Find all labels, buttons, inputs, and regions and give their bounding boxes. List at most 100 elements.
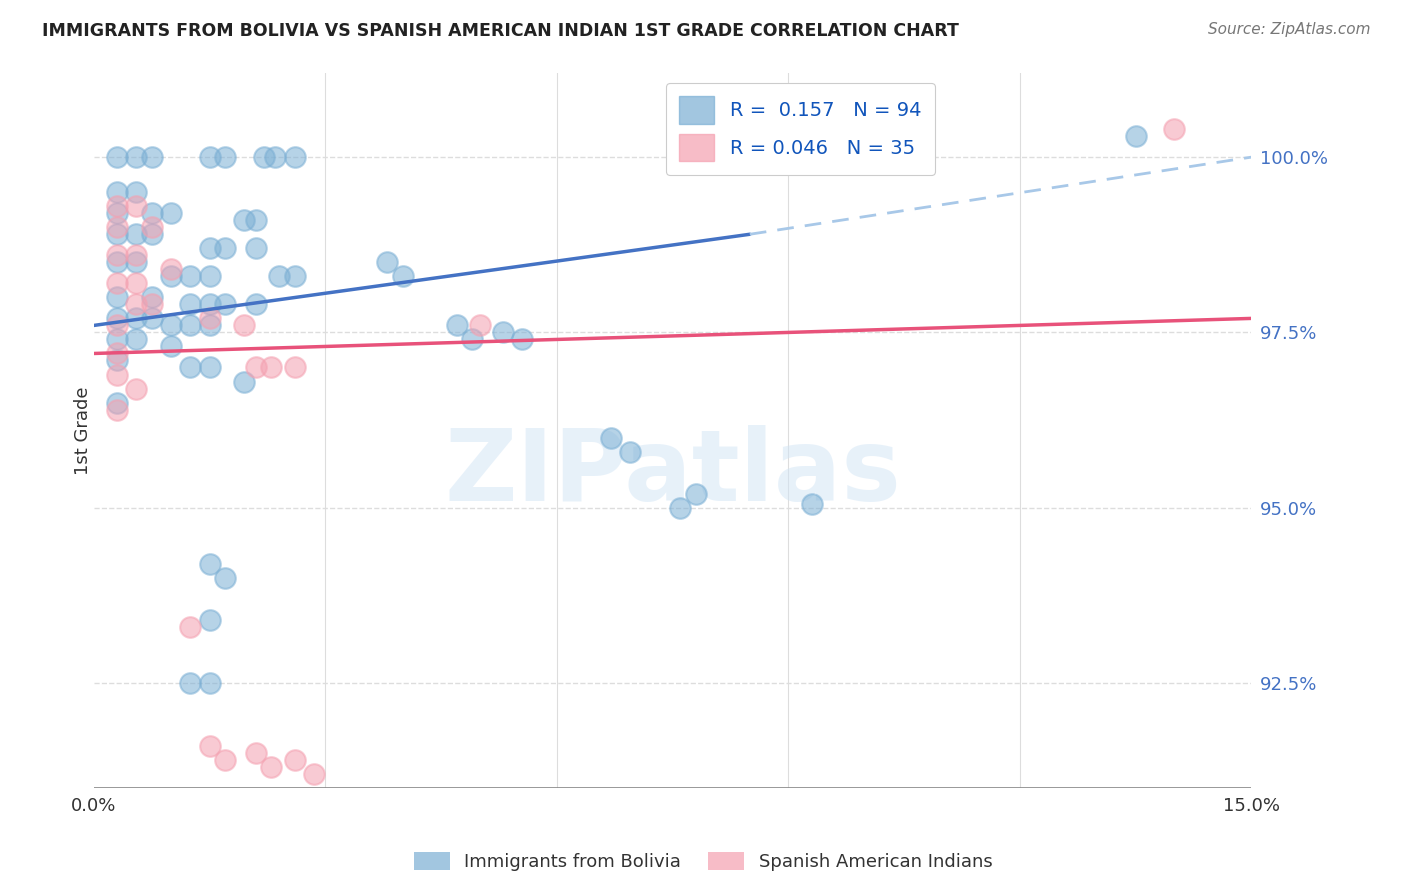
Legend: Immigrants from Bolivia, Spanish American Indians: Immigrants from Bolivia, Spanish America… xyxy=(406,845,1000,879)
Point xyxy=(141,311,163,326)
Point xyxy=(160,269,183,284)
Point xyxy=(233,375,256,389)
Text: IMMIGRANTS FROM BOLIVIA VS SPANISH AMERICAN INDIAN 1ST GRADE CORRELATION CHART: IMMIGRANTS FROM BOLIVIA VS SPANISH AMERI… xyxy=(42,22,959,40)
Point xyxy=(105,318,128,333)
Point xyxy=(105,290,128,304)
Point xyxy=(669,500,692,515)
Text: ZIPatlas: ZIPatlas xyxy=(444,425,901,522)
Text: Source: ZipAtlas.com: Source: ZipAtlas.com xyxy=(1208,22,1371,37)
Point xyxy=(245,213,267,227)
Point xyxy=(214,753,236,767)
Point xyxy=(198,739,221,753)
Point xyxy=(245,241,267,255)
Point xyxy=(105,395,128,409)
Point xyxy=(375,255,398,269)
Point xyxy=(105,333,128,347)
Point xyxy=(283,269,305,284)
Point xyxy=(125,150,148,164)
Point xyxy=(125,277,148,291)
Point xyxy=(214,241,236,255)
Point xyxy=(245,360,267,375)
Point xyxy=(105,277,128,291)
Point xyxy=(269,269,291,284)
Point xyxy=(141,206,163,220)
Point xyxy=(141,220,163,235)
Point xyxy=(198,557,221,571)
Point xyxy=(105,220,128,235)
Point xyxy=(179,676,201,690)
Point xyxy=(264,150,287,164)
Point xyxy=(391,269,413,284)
Point xyxy=(198,360,221,375)
Point xyxy=(105,255,128,269)
Point xyxy=(105,311,128,326)
Point xyxy=(198,150,221,164)
Point xyxy=(198,613,221,627)
Point xyxy=(141,290,163,304)
Point xyxy=(105,402,128,417)
Point xyxy=(105,368,128,382)
Point xyxy=(160,206,183,220)
Point xyxy=(141,297,163,311)
Point xyxy=(468,318,491,333)
Point xyxy=(198,311,221,326)
Point xyxy=(800,497,823,511)
Point xyxy=(198,297,221,311)
Point xyxy=(125,248,148,262)
Point xyxy=(198,269,221,284)
Point xyxy=(198,676,221,690)
Point xyxy=(125,227,148,242)
Legend: R =  0.157   N = 94, R = 0.046   N = 35: R = 0.157 N = 94, R = 0.046 N = 35 xyxy=(665,83,935,175)
Point xyxy=(125,333,148,347)
Point xyxy=(179,269,201,284)
Point xyxy=(510,333,533,347)
Point xyxy=(214,150,236,164)
Point xyxy=(1163,122,1185,136)
Point xyxy=(125,185,148,199)
Point xyxy=(214,297,236,311)
Point xyxy=(214,571,236,585)
Point xyxy=(105,199,128,213)
Point xyxy=(125,255,148,269)
Point xyxy=(105,353,128,368)
Point xyxy=(260,760,283,774)
Point xyxy=(600,431,623,445)
Point xyxy=(233,213,256,227)
Point xyxy=(160,318,183,333)
Point xyxy=(619,444,641,458)
Point xyxy=(160,339,183,353)
Point xyxy=(492,326,515,340)
Point xyxy=(105,346,128,360)
Point xyxy=(461,333,484,347)
Point xyxy=(141,227,163,242)
Point xyxy=(253,150,276,164)
Point xyxy=(198,241,221,255)
Point xyxy=(1125,129,1147,144)
Point xyxy=(302,767,325,781)
Point xyxy=(198,318,221,333)
Point xyxy=(125,382,148,396)
Point xyxy=(105,150,128,164)
Point xyxy=(446,318,468,333)
Point xyxy=(685,486,707,500)
Point xyxy=(105,248,128,262)
Y-axis label: 1st Grade: 1st Grade xyxy=(75,386,91,475)
Point xyxy=(141,150,163,164)
Point xyxy=(179,297,201,311)
Point xyxy=(283,360,305,375)
Point xyxy=(125,311,148,326)
Point xyxy=(179,318,201,333)
Point xyxy=(245,746,267,760)
Point xyxy=(283,150,305,164)
Point xyxy=(160,262,183,277)
Point xyxy=(125,297,148,311)
Point xyxy=(105,206,128,220)
Point xyxy=(179,620,201,634)
Point xyxy=(245,297,267,311)
Point xyxy=(233,318,256,333)
Point xyxy=(283,753,305,767)
Point xyxy=(260,360,283,375)
Point xyxy=(125,199,148,213)
Point xyxy=(105,227,128,242)
Point xyxy=(105,185,128,199)
